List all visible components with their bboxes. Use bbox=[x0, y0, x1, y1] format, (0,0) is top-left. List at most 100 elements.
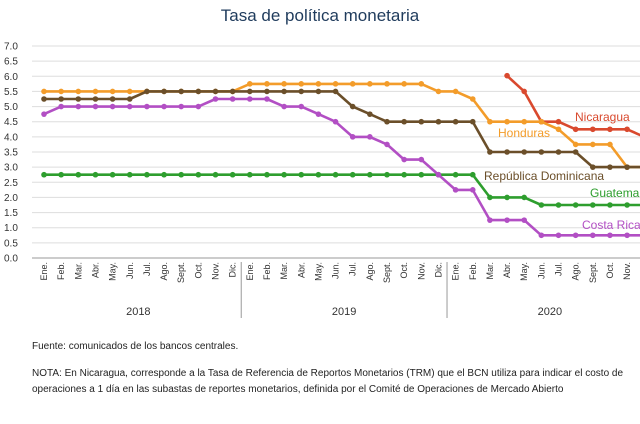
series-label: República Dominicana bbox=[484, 169, 604, 183]
data-point bbox=[555, 118, 562, 125]
data-point bbox=[75, 171, 82, 178]
x-tick-label: Sept. bbox=[382, 262, 392, 283]
data-point bbox=[281, 81, 287, 87]
data-point bbox=[607, 232, 613, 239]
data-point bbox=[384, 118, 390, 125]
data-point bbox=[315, 88, 322, 95]
x-tick-label: Nov. bbox=[622, 262, 632, 280]
data-point bbox=[298, 103, 305, 110]
data-point bbox=[195, 88, 202, 95]
data-point bbox=[247, 81, 253, 87]
data-point bbox=[298, 81, 305, 87]
data-point bbox=[367, 171, 373, 178]
data-point bbox=[229, 88, 236, 95]
data-point bbox=[126, 103, 133, 110]
data-point bbox=[229, 96, 236, 102]
data-point bbox=[469, 187, 476, 193]
x-tick-label: May. bbox=[313, 262, 323, 281]
data-point bbox=[504, 194, 510, 201]
data-point bbox=[555, 232, 562, 239]
data-point bbox=[349, 134, 356, 140]
data-point bbox=[435, 88, 442, 95]
data-point bbox=[315, 171, 322, 178]
y-tick-label: 5.5 bbox=[4, 87, 18, 98]
data-point bbox=[572, 149, 579, 155]
x-tick-label: Ene. bbox=[39, 262, 49, 281]
x-tick-label: Abr. bbox=[90, 262, 100, 278]
x-tick-label: Mar. bbox=[279, 262, 289, 280]
data-point bbox=[349, 103, 356, 110]
series-guatemala bbox=[41, 171, 640, 208]
data-point bbox=[607, 141, 613, 148]
data-point bbox=[247, 96, 253, 102]
data-point bbox=[487, 118, 493, 125]
data-point bbox=[572, 202, 579, 208]
year-label: 2019 bbox=[332, 306, 356, 318]
data-point bbox=[607, 126, 613, 133]
data-point bbox=[247, 88, 253, 95]
data-point bbox=[418, 118, 425, 125]
x-tick-label: Sept. bbox=[176, 262, 186, 283]
x-tick-label: Ago. bbox=[365, 262, 375, 281]
data-point bbox=[452, 88, 459, 95]
data-point bbox=[281, 88, 287, 95]
data-point bbox=[384, 81, 390, 87]
data-point bbox=[298, 88, 305, 95]
x-tick-label: Ago. bbox=[571, 262, 581, 281]
data-point bbox=[92, 96, 99, 102]
data-point bbox=[281, 103, 287, 110]
data-point bbox=[332, 171, 339, 178]
x-tick-label: Jul. bbox=[554, 262, 564, 276]
data-point bbox=[298, 171, 305, 178]
data-point bbox=[504, 72, 510, 79]
x-tick-label: Jul. bbox=[348, 262, 358, 276]
data-point bbox=[367, 81, 373, 87]
data-point bbox=[161, 171, 167, 178]
data-point bbox=[401, 118, 407, 125]
data-point bbox=[538, 118, 545, 125]
data-point bbox=[212, 96, 219, 102]
data-point bbox=[452, 187, 459, 193]
data-point bbox=[41, 96, 47, 102]
data-point bbox=[161, 88, 167, 95]
line-chart: 0.0 0.5 1.0 1.5 2.0 2.5 3.0 3.5 4.0 4.5 5.0 5.5 6.0 6… bbox=[4, 42, 640, 318]
x-tick-label: Nov. bbox=[211, 262, 221, 280]
y-tick-label: 1.5 bbox=[4, 208, 18, 219]
data-point bbox=[401, 81, 407, 87]
series-line bbox=[42, 90, 640, 169]
data-point bbox=[41, 171, 47, 178]
data-point bbox=[538, 232, 545, 239]
data-point bbox=[75, 96, 82, 102]
data-point bbox=[538, 202, 545, 208]
y-tick-label: 0.0 bbox=[4, 254, 18, 265]
data-point bbox=[521, 217, 527, 223]
data-point bbox=[572, 126, 579, 133]
source-note: Fuente: comunicados de los bancos centra… bbox=[32, 341, 239, 352]
data-point bbox=[58, 171, 64, 178]
data-point bbox=[367, 134, 373, 140]
year-label: 2020 bbox=[538, 306, 562, 318]
data-point bbox=[109, 103, 116, 110]
data-point bbox=[195, 103, 202, 110]
x-tick-label: Ago. bbox=[159, 262, 169, 281]
data-point bbox=[521, 149, 527, 155]
data-point bbox=[161, 103, 167, 110]
data-point bbox=[178, 103, 184, 110]
data-point bbox=[58, 96, 64, 102]
data-point bbox=[212, 88, 219, 95]
data-point bbox=[452, 118, 459, 125]
data-point bbox=[92, 88, 99, 95]
data-point bbox=[264, 171, 270, 178]
footnote: NOTA: En Nicaragua, corresponde a la Tas… bbox=[32, 368, 624, 395]
data-point bbox=[487, 217, 493, 223]
data-point bbox=[41, 88, 47, 95]
x-tick-label: Dic. bbox=[228, 262, 238, 278]
data-point bbox=[332, 118, 339, 125]
x-tick-label: Jun. bbox=[125, 262, 135, 279]
data-point bbox=[469, 171, 476, 178]
y-tick-label: 4.0 bbox=[4, 132, 18, 143]
x-tick-label: Jun. bbox=[536, 262, 546, 279]
y-tick-label: 1.0 bbox=[4, 223, 18, 234]
data-point bbox=[590, 126, 596, 133]
x-tick-label: Oct. bbox=[193, 262, 203, 279]
